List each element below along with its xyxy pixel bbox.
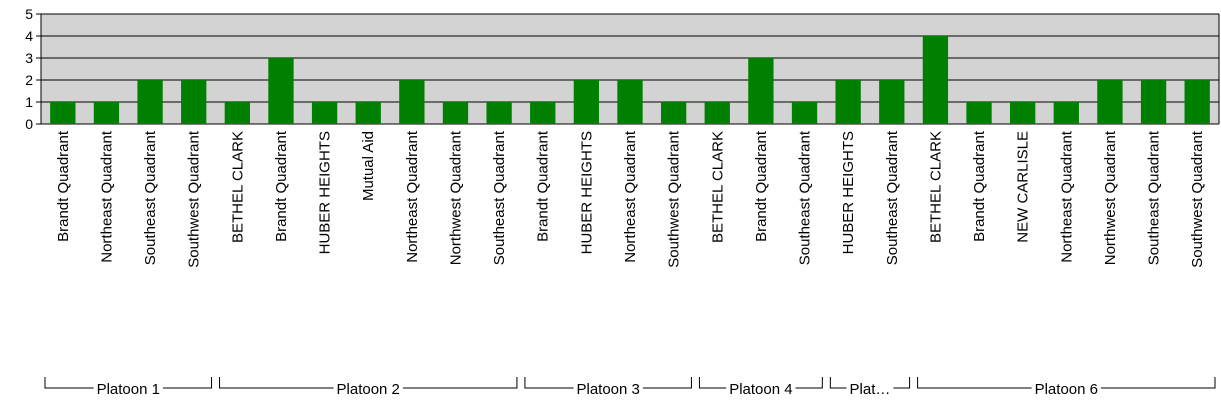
x-tick-label: HUBER HEIGHTS <box>317 131 334 254</box>
bar <box>617 80 643 124</box>
y-tick-label: 4 <box>25 28 33 44</box>
group-label: Platoon 2 <box>337 381 400 398</box>
group-label: Platoon 3 <box>576 381 639 398</box>
x-tick-label: Northeast Quadrant <box>404 130 421 263</box>
bar <box>530 102 556 124</box>
group-bracket-right <box>1100 377 1216 389</box>
bar <box>966 102 992 124</box>
bar <box>311 102 338 124</box>
group-bracket-right <box>795 377 823 389</box>
bar <box>791 102 818 124</box>
y-tick-label: 3 <box>25 50 33 66</box>
x-tick-label: HUBER HEIGHTS <box>840 131 857 254</box>
bar <box>1140 80 1167 124</box>
x-tick-label: Southwest Quadrant <box>666 130 683 268</box>
bar <box>1097 80 1123 124</box>
x-tick-label: Northeast Quadrant <box>98 130 115 263</box>
y-tick-label: 1 <box>25 94 33 110</box>
bar <box>1053 102 1079 124</box>
y-tick-label: 2 <box>25 72 33 88</box>
y-tick-label: 5 <box>25 6 33 22</box>
x-tick-label: Mutual Aid <box>360 131 377 201</box>
x-tick-label: Brandt Quadrant <box>535 130 552 242</box>
bar <box>399 80 425 124</box>
bar <box>224 102 250 124</box>
x-tick-label: Southeast Quadrant <box>491 130 508 265</box>
x-tick-label: Southwest Quadrant <box>186 130 203 268</box>
group-bracket-right <box>162 377 213 389</box>
group-label: Plat… <box>850 381 891 398</box>
bar <box>1184 80 1210 124</box>
x-tick-label: BETHEL CLARK <box>927 131 944 243</box>
x-tick-label: Southeast Quadrant <box>1146 130 1163 265</box>
group-label: Platoon 6 <box>1035 381 1098 398</box>
group-bracket-left <box>219 377 334 389</box>
bar <box>573 80 600 124</box>
x-tick-label: Southeast Quadrant <box>797 130 814 265</box>
bar <box>660 102 687 124</box>
group-bracket-right <box>893 377 911 389</box>
bar <box>137 80 163 124</box>
x-tick-label: Northeast Quadrant <box>622 130 639 263</box>
group-label: Platoon 1 <box>97 381 160 398</box>
bar <box>879 80 905 124</box>
x-tick-label: Brandt Quadrant <box>753 130 770 242</box>
x-tick-label: Northwest Quadrant <box>1102 130 1119 265</box>
x-tick-label: Southeast Quadrant <box>142 130 159 265</box>
group-bracket-right <box>642 377 692 389</box>
x-tick-label: Southwest Quadrant <box>1189 130 1206 268</box>
x-tick-label: BETHEL CLARK <box>709 131 726 243</box>
bar <box>704 102 730 124</box>
bar <box>922 36 949 124</box>
bar <box>486 102 512 124</box>
bar <box>181 80 207 124</box>
group-bracket-right <box>402 377 518 389</box>
group-bracket-left <box>44 377 94 389</box>
x-tick-label: BETHEL CLARK <box>229 131 246 243</box>
bar <box>93 102 120 124</box>
bar <box>50 102 76 124</box>
group-bracket-left <box>524 377 574 389</box>
x-tick-label: NEW CARLISLE <box>1015 131 1032 243</box>
y-tick-label: 0 <box>25 116 33 132</box>
bar <box>268 58 294 124</box>
group-label: Platoon 4 <box>729 381 792 398</box>
x-tick-label: HUBER HEIGHTS <box>578 131 595 254</box>
group-bracket-left <box>698 377 727 389</box>
group-bracket-left <box>829 377 847 389</box>
group-bracket-left <box>917 377 1032 389</box>
bar <box>1010 102 1036 124</box>
x-tick-label: Brandt Quadrant <box>55 130 72 242</box>
bar <box>355 102 381 124</box>
bar <box>835 80 861 124</box>
x-tick-label: Northwest Quadrant <box>447 130 464 265</box>
x-tick-label: Brandt Quadrant <box>273 130 290 242</box>
bar <box>442 102 469 124</box>
x-tick-label: Brandt Quadrant <box>971 130 988 242</box>
bar <box>748 58 774 124</box>
x-tick-label: Northeast Quadrant <box>1058 130 1075 263</box>
x-tick-label: Southeast Quadrant <box>884 130 901 265</box>
